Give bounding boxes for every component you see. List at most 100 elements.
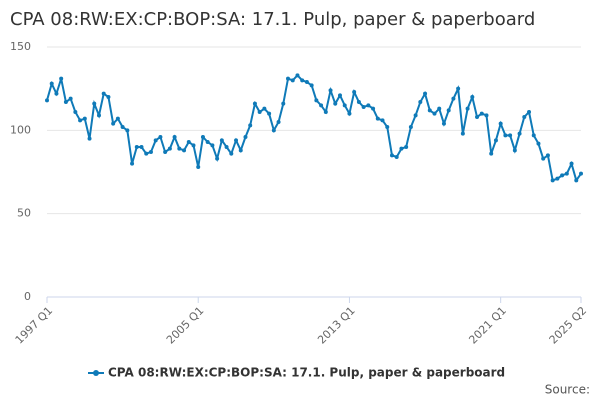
point — [295, 73, 300, 78]
point — [356, 100, 361, 104]
point — [182, 148, 187, 153]
point — [286, 76, 291, 81]
point — [574, 178, 579, 183]
point — [148, 150, 153, 154]
point — [489, 151, 494, 156]
point — [252, 101, 257, 106]
point — [456, 86, 461, 91]
point — [418, 100, 423, 104]
legend-label: CPA 08:RW:EX:CP:BOP:SA: 17.1. Pulp, pape… — [108, 366, 505, 380]
point — [328, 88, 333, 93]
x-tick-label: 2021 Q1 — [466, 304, 509, 347]
point — [158, 135, 163, 139]
point — [49, 81, 54, 86]
point — [125, 128, 130, 133]
point — [527, 110, 532, 114]
point — [517, 131, 522, 136]
point — [177, 146, 182, 151]
point — [111, 121, 116, 126]
point — [248, 123, 253, 128]
point — [314, 98, 319, 103]
point — [238, 148, 243, 153]
x-tick-label: 2005 Q1 — [164, 304, 207, 347]
x-tick-label: 2025 Q2 — [547, 304, 590, 347]
source: Source: — [545, 383, 590, 397]
point — [536, 141, 541, 146]
point — [257, 110, 262, 114]
point — [371, 106, 376, 111]
point — [134, 145, 139, 149]
point — [73, 110, 78, 114]
point — [45, 98, 49, 103]
point — [234, 138, 239, 143]
point — [304, 80, 309, 84]
point — [219, 138, 224, 143]
point — [385, 125, 390, 129]
point — [281, 101, 286, 106]
point — [243, 135, 248, 139]
point — [503, 133, 508, 138]
point — [508, 133, 513, 138]
point — [319, 103, 324, 108]
point — [579, 171, 583, 176]
point — [191, 143, 196, 148]
point — [498, 121, 503, 126]
point — [337, 93, 342, 98]
point — [172, 135, 177, 139]
point — [163, 150, 168, 154]
point — [144, 151, 149, 156]
point — [115, 116, 120, 121]
point — [550, 178, 555, 183]
point — [229, 151, 234, 156]
point — [78, 118, 83, 123]
point — [564, 171, 569, 176]
point — [82, 116, 87, 121]
point — [139, 145, 144, 149]
point — [205, 140, 210, 144]
point — [380, 118, 385, 123]
point — [224, 145, 229, 149]
point — [267, 111, 272, 116]
point — [276, 120, 281, 124]
point — [531, 133, 536, 138]
point — [432, 111, 437, 116]
point — [63, 100, 68, 104]
y-tick-label: 50 — [17, 207, 31, 220]
point — [493, 138, 498, 143]
point — [101, 91, 106, 96]
point — [555, 176, 560, 181]
series-line — [46, 73, 582, 183]
point — [271, 128, 276, 133]
point — [437, 106, 442, 111]
point — [196, 165, 201, 169]
point — [68, 96, 73, 101]
point — [352, 90, 357, 94]
y-tick-label: 0 — [24, 290, 31, 303]
point — [361, 105, 366, 109]
legend-marker — [93, 370, 99, 376]
point — [323, 110, 328, 114]
point — [186, 140, 191, 144]
point — [569, 161, 574, 166]
point — [262, 106, 267, 111]
point — [560, 173, 565, 178]
point — [451, 96, 456, 101]
point — [465, 106, 470, 111]
point — [366, 103, 371, 108]
y-tick-label: 100 — [10, 123, 31, 136]
point — [333, 101, 338, 106]
point — [130, 161, 135, 166]
point — [484, 113, 489, 118]
point — [394, 155, 399, 159]
point — [92, 101, 97, 106]
point — [446, 108, 451, 113]
point — [475, 115, 480, 119]
point — [522, 115, 527, 119]
point — [479, 111, 484, 116]
point — [106, 95, 111, 99]
y-tick-label: 150 — [10, 40, 31, 53]
point — [545, 153, 550, 158]
chart-title: CPA 08:RW:EX:CP:BOP:SA: 17.1. Pulp, pape… — [10, 9, 535, 30]
point — [153, 138, 158, 143]
